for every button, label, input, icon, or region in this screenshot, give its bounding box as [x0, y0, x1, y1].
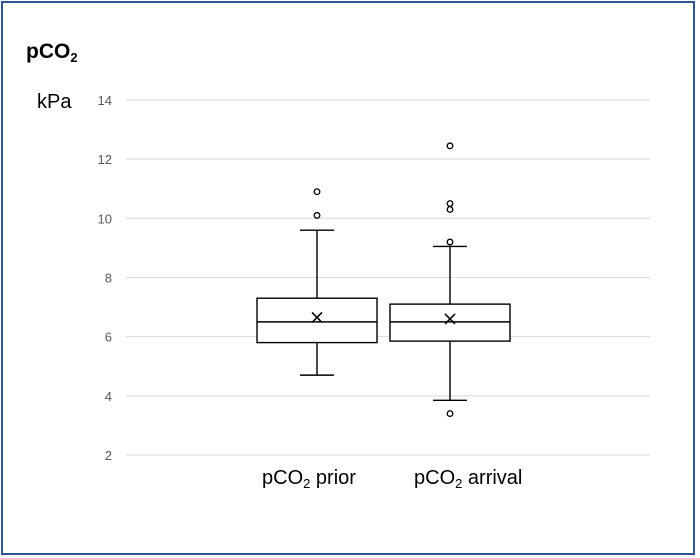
iqr-box — [389, 303, 511, 342]
gridlines — [126, 99, 650, 456]
outlier-point — [446, 200, 454, 207]
category-label-prior: pCO2 prior — [262, 467, 356, 491]
outlier-point — [446, 142, 454, 150]
y-axis-ticks: 2 4 6 8 10 12 14 — [98, 93, 112, 463]
category-label-arrival: pCO2 arrival — [414, 467, 523, 491]
iqr-box — [256, 297, 378, 344]
outlier-point — [446, 410, 454, 418]
mean-marker — [444, 313, 456, 325]
box-0 — [256, 188, 378, 376]
mean-marker — [311, 311, 323, 323]
y-tick-label: 4 — [105, 389, 112, 404]
y-tick-label: 2 — [105, 448, 112, 463]
chart-title: pCO2 — [26, 40, 78, 65]
y-tick-label: 10 — [98, 211, 112, 226]
outlier-point — [446, 238, 454, 246]
y-tick-label: 14 — [98, 93, 112, 108]
boxes — [256, 142, 511, 418]
y-tick-label: 6 — [105, 330, 112, 345]
y-axis-unit-label: kPa — [37, 91, 72, 113]
y-tick-label: 12 — [98, 152, 112, 167]
outlier-point — [446, 206, 454, 213]
outlier-point — [313, 188, 321, 196]
outlier-point — [313, 211, 321, 219]
box-1 — [389, 142, 511, 418]
y-tick-label: 8 — [105, 271, 112, 286]
